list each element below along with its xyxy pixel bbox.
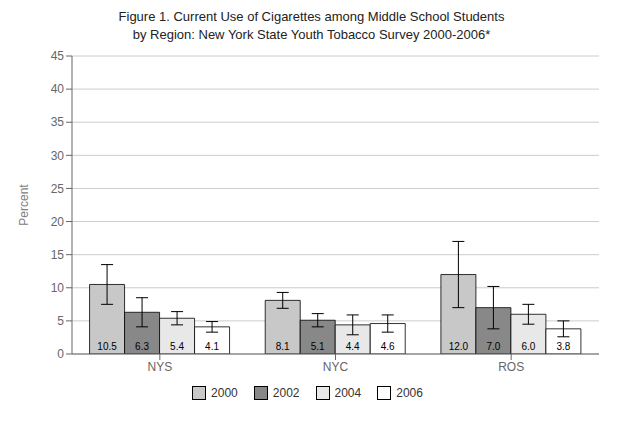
svg-text:15: 15 — [51, 248, 65, 262]
svg-text:10.5: 10.5 — [97, 341, 117, 352]
svg-text:ROS: ROS — [498, 360, 524, 374]
svg-text:0: 0 — [57, 347, 64, 361]
svg-text:5.4: 5.4 — [170, 341, 184, 352]
svg-text:35: 35 — [51, 115, 65, 129]
svg-text:10: 10 — [51, 281, 65, 295]
svg-text:4.4: 4.4 — [346, 341, 360, 352]
svg-text:6.0: 6.0 — [521, 341, 535, 352]
svg-text:5: 5 — [57, 314, 64, 328]
html-text:2006: 2006 — [396, 386, 423, 400]
svg-text:4.1: 4.1 — [205, 341, 219, 352]
svg-text:7.0: 7.0 — [486, 341, 500, 352]
svg-text:20: 20 — [51, 215, 65, 229]
svg-text:45: 45 — [51, 49, 65, 63]
svg-text:NYC: NYC — [323, 360, 349, 374]
svg-text:6.3: 6.3 — [135, 341, 149, 352]
svg-text:40: 40 — [51, 82, 65, 96]
html-text:2000: 2000 — [211, 386, 238, 400]
svg-text:5.1: 5.1 — [311, 341, 325, 352]
html-text:Figure 1. Current Use of Cigar: Figure 1. Current Use of Cigarettes amon… — [118, 9, 505, 24]
svg-text:30: 30 — [51, 149, 65, 163]
svg-text:Percent: Percent — [17, 184, 31, 226]
svg-text:12.0: 12.0 — [449, 341, 469, 352]
svg-text:8.1: 8.1 — [276, 341, 290, 352]
html-text:2004: 2004 — [334, 386, 362, 400]
svg-text:25: 25 — [51, 182, 65, 196]
svg-text:3.8: 3.8 — [556, 341, 570, 352]
svg-text:NYS: NYS — [147, 360, 172, 374]
html-text:2002: 2002 — [272, 386, 300, 400]
svg-text:4.6: 4.6 — [381, 341, 395, 352]
html-text:by Region: New York State Yout: by Region: New York State Youth Tobacco … — [132, 27, 491, 42]
